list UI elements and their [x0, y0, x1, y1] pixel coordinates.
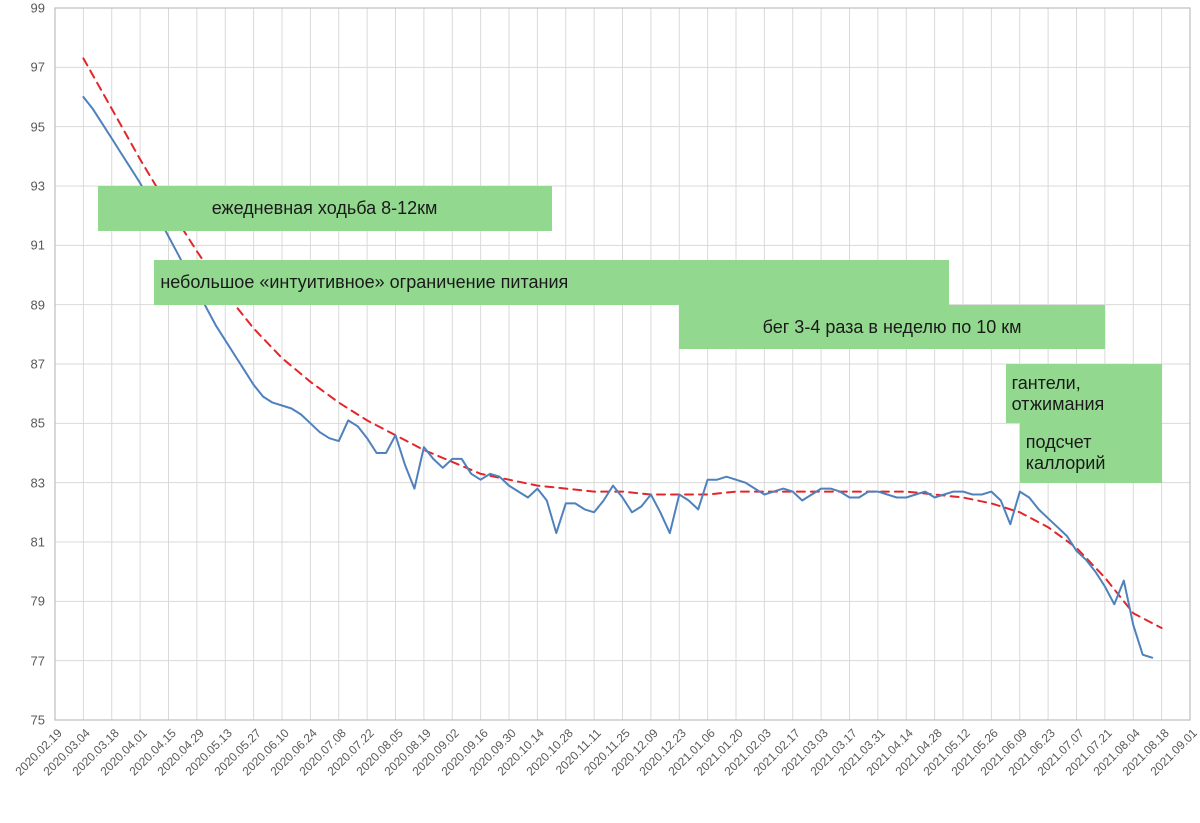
- annotation-box: небольшое «интуитивное» ограничение пита…: [154, 260, 949, 305]
- y-tick-label: 89: [31, 297, 45, 312]
- y-tick-label: 77: [31, 653, 45, 668]
- annotation-label: подсчет каллорий: [1026, 432, 1156, 473]
- weight-chart: 757779818385878991939597992020.02.192020…: [0, 0, 1200, 823]
- y-tick-label: 85: [31, 416, 45, 431]
- y-tick-label: 97: [31, 60, 45, 75]
- y-tick-label: 91: [31, 238, 45, 253]
- annotation-label: небольшое «интуитивное» ограничение пита…: [160, 272, 568, 293]
- annotation-label: ежедневная ходьба 8-12км: [212, 198, 438, 219]
- y-tick-label: 93: [31, 179, 45, 194]
- annotation-label: бег 3-4 раза в неделю по 10 км: [763, 317, 1022, 338]
- y-tick-label: 95: [31, 119, 45, 134]
- y-tick-label: 83: [31, 475, 45, 490]
- y-tick-label: 79: [31, 594, 45, 609]
- annotation-label: гантели, отжимания: [1012, 373, 1156, 414]
- annotation-box: ежедневная ходьба 8-12км: [98, 186, 552, 231]
- y-tick-label: 99: [31, 1, 45, 16]
- annotation-box: бег 3-4 раза в неделю по 10 км: [679, 305, 1105, 350]
- annotation-box: гантели, отжимания: [1006, 364, 1162, 423]
- y-tick-label: 87: [31, 357, 45, 372]
- annotation-box: подсчет каллорий: [1020, 423, 1162, 482]
- y-tick-label: 81: [31, 535, 45, 550]
- y-tick-label: 75: [31, 713, 45, 728]
